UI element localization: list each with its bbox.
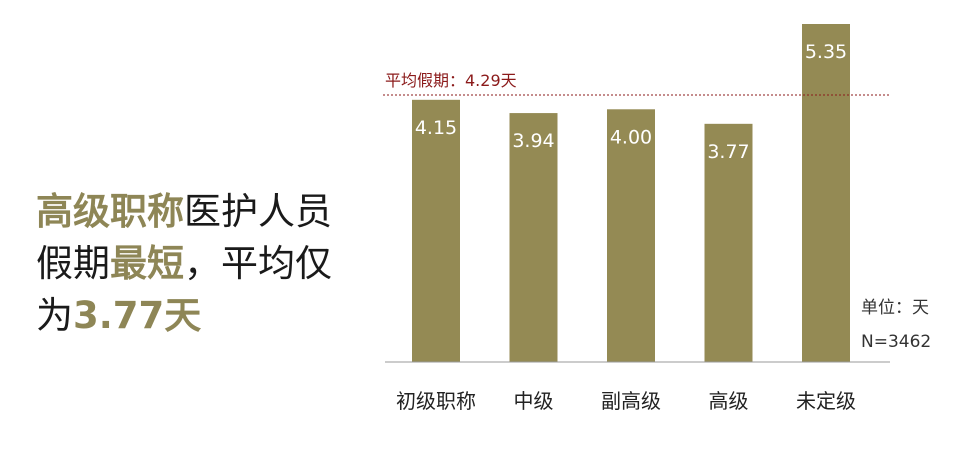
- headline-text: 医护人员: [184, 190, 332, 233]
- bar: [704, 123, 753, 363]
- bar: [607, 109, 655, 362]
- headline-highlight: 最短: [110, 242, 184, 285]
- headline-text: 为: [36, 294, 73, 337]
- category-label: 副高级: [601, 389, 661, 413]
- data-label: 4.15: [415, 117, 457, 139]
- headline-text: ，平均仅: [184, 242, 332, 285]
- sample-size-label: N=3462: [861, 332, 932, 352]
- average-label: 平均假期：4.29天: [385, 71, 517, 90]
- unit-label: 单位：天: [861, 298, 929, 318]
- headline-highlight: 3.77天: [73, 294, 202, 337]
- headline-highlight: 高级职称: [36, 190, 184, 233]
- headline-text: 假期: [36, 242, 110, 285]
- data-label: 4.00: [610, 126, 652, 148]
- bar: [509, 113, 558, 362]
- category-label: 高级: [709, 389, 749, 413]
- bar: [802, 24, 850, 362]
- category-label: 中级: [514, 389, 554, 413]
- data-label: 3.77: [707, 141, 749, 163]
- headline: 高级职称医护人员 假期最短，平均仅 为3.77天: [36, 186, 376, 342]
- data-label: 5.35: [805, 41, 847, 63]
- category-label: 初级职称: [396, 389, 476, 413]
- category-label: 未定级: [796, 389, 856, 413]
- data-label: 3.94: [512, 130, 554, 152]
- bar: [412, 99, 460, 363]
